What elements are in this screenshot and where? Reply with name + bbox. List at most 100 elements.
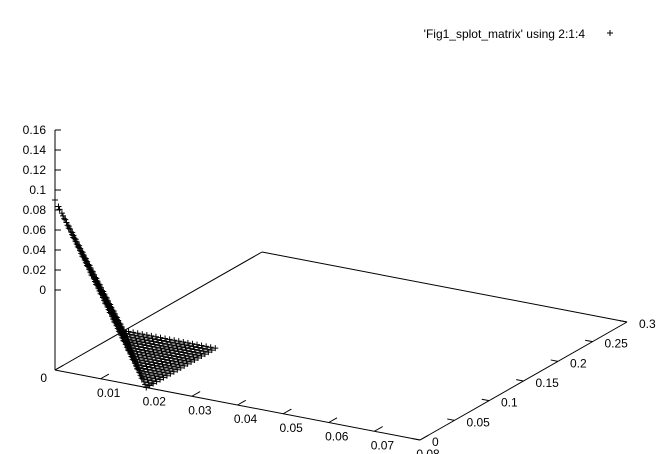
data-point — [123, 333, 130, 340]
data-point — [161, 367, 168, 374]
x-tick — [328, 417, 338, 423]
y-tick-label: 0.2 — [570, 356, 587, 370]
data-point — [148, 343, 155, 350]
data-point — [200, 348, 207, 355]
data-point — [196, 347, 203, 354]
data-point — [128, 337, 135, 344]
data-point — [80, 252, 87, 259]
data-point — [55, 203, 62, 210]
data-point — [165, 354, 172, 361]
data-point — [185, 353, 192, 360]
data-point — [163, 348, 170, 355]
data-point — [117, 321, 124, 328]
data-point — [135, 354, 142, 361]
data-point — [180, 339, 187, 346]
data-point — [85, 261, 92, 268]
data-point — [150, 370, 157, 377]
data-point — [160, 353, 167, 360]
data-point — [147, 351, 154, 358]
x-tick — [191, 391, 201, 397]
data-point — [160, 343, 167, 350]
data-point — [115, 317, 122, 324]
y-tick — [550, 359, 559, 362]
data-point — [150, 349, 157, 356]
data-point — [182, 344, 189, 351]
data-point — [171, 337, 178, 344]
data-point — [143, 384, 150, 391]
data-point — [153, 378, 160, 385]
data-point — [107, 301, 114, 308]
data-point — [95, 281, 102, 288]
data-point — [134, 340, 141, 347]
data-point — [155, 349, 162, 356]
data-point — [108, 304, 115, 311]
data-point — [79, 249, 86, 256]
data-point — [173, 342, 180, 349]
legend-marker — [607, 30, 613, 36]
data-point — [184, 350, 191, 357]
data-point — [154, 336, 161, 343]
data-point — [174, 356, 181, 363]
data-point — [130, 339, 137, 346]
data-point — [83, 255, 90, 262]
y-tick-label: 0.15 — [536, 376, 560, 390]
data-point — [195, 344, 202, 351]
data-point — [168, 342, 175, 349]
y-tick-label: 0.05 — [467, 415, 491, 429]
data-point — [168, 352, 175, 359]
data-point — [65, 223, 72, 230]
data-point — [182, 355, 189, 362]
data-point — [195, 355, 201, 361]
data-point — [141, 336, 148, 343]
x-tick-label: 0.01 — [97, 386, 121, 400]
data-point — [132, 356, 139, 363]
data-point — [166, 367, 173, 374]
data-point — [132, 345, 139, 352]
y-tick — [619, 320, 628, 323]
z-tick-label: 0.12 — [23, 163, 47, 177]
data-point — [146, 337, 153, 344]
data-point — [156, 352, 163, 359]
data-point — [141, 378, 148, 385]
x-tick-label: 0.06 — [325, 430, 349, 444]
y-tick-label: 0.3 — [639, 317, 656, 331]
data-point — [167, 339, 174, 346]
data-point — [61, 215, 68, 222]
data-point — [141, 357, 148, 364]
data-point — [177, 343, 184, 350]
data-point — [165, 344, 172, 351]
data-point — [92, 274, 99, 281]
data-point — [134, 351, 141, 358]
data-point — [198, 353, 205, 360]
data-point — [175, 338, 182, 345]
data-point — [175, 348, 182, 355]
data-point — [109, 307, 116, 314]
data-point — [166, 336, 173, 343]
data-point — [125, 339, 132, 346]
data-point — [110, 308, 117, 315]
data-point — [161, 346, 168, 353]
data-point — [155, 339, 162, 346]
data-point — [184, 360, 191, 367]
data-point — [134, 361, 141, 368]
data-point — [140, 354, 147, 361]
data-point — [156, 342, 163, 349]
data-point — [144, 376, 151, 383]
data-point — [149, 377, 156, 384]
data-point — [129, 350, 136, 357]
tick-labels: 0 0.02 0.04 0.06 0.08 0.1 0.12 0.14 0.16 0 0.01 0.0… — [23, 123, 656, 454]
data-point — [143, 363, 150, 370]
data-point — [149, 367, 156, 374]
data-point — [132, 335, 139, 342]
data-point — [186, 356, 193, 363]
data-point — [164, 341, 171, 348]
data-point — [78, 248, 85, 255]
data-point — [188, 358, 195, 365]
data-point — [142, 381, 149, 388]
data-point — [112, 313, 119, 320]
data-point — [88, 268, 95, 275]
data-point — [172, 350, 179, 357]
data-point — [169, 355, 176, 362]
data-point — [100, 288, 107, 295]
data-point — [66, 225, 73, 232]
